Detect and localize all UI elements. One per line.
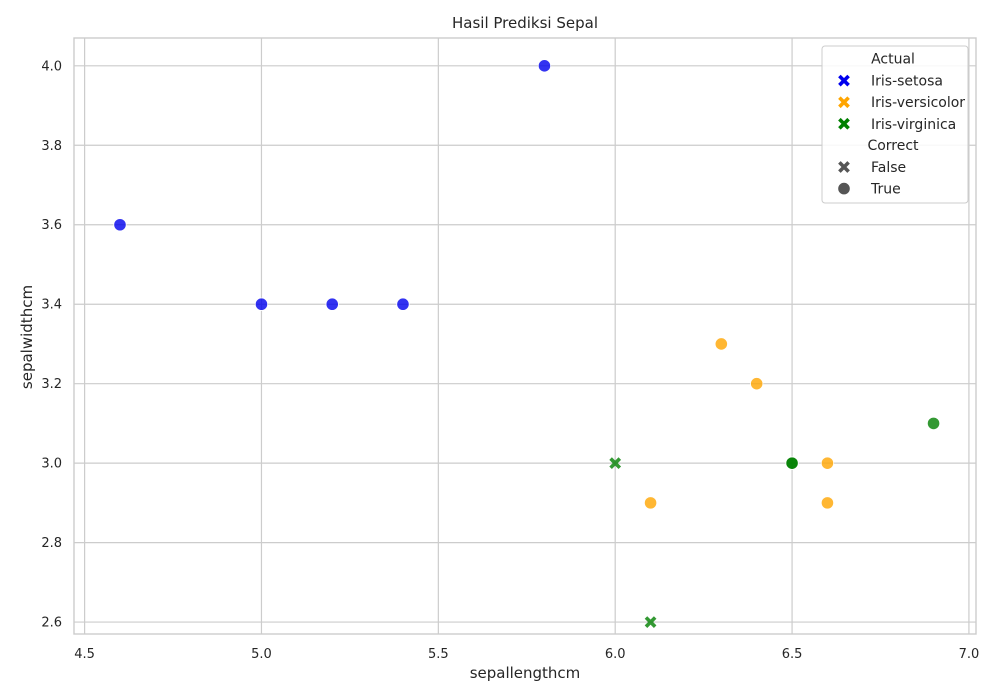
data-point (926, 416, 941, 431)
x-marker-stroke (838, 117, 850, 130)
legend-marker-x-icon (838, 117, 850, 130)
y-tick-label: 2.8 (41, 536, 62, 551)
x-tick-label: 4.5 (74, 647, 95, 662)
y-tick-label: 3.4 (41, 298, 62, 313)
data-point (643, 496, 658, 510)
data-point (396, 297, 410, 311)
x-marker-stroke (838, 161, 850, 173)
legend-label: False (871, 160, 906, 176)
legend: Actual Iris-setosa Iris-versicolor Iris-vir… (821, 45, 969, 204)
y-tick-label: 3.0 (41, 457, 62, 472)
data-point (644, 616, 657, 628)
legend-label: Iris-versicolor (871, 95, 965, 111)
legend-marker-x-icon (838, 96, 850, 109)
x-tick-label: 7.0 (959, 647, 980, 662)
legend-title-correct: Correct (867, 138, 919, 154)
x-axis-label: sepallengthcm (469, 664, 581, 682)
y-tick-label: 2.6 (41, 616, 62, 631)
data-point (325, 297, 339, 311)
y-tick-label: 3.8 (41, 139, 62, 154)
x-tick-label: 6.5 (782, 647, 803, 662)
plot-frame (73, 37, 977, 635)
data-point (537, 59, 552, 73)
x-tick-label: 6.0 (605, 647, 626, 662)
y-tick-label: 4.0 (41, 59, 62, 74)
data-point (113, 218, 127, 232)
y-tick-label: 3.2 (41, 377, 62, 392)
legend-label: True (870, 182, 901, 198)
data-point (750, 377, 764, 391)
x-tick-label: 5.5 (428, 647, 449, 662)
y-axis-label: sepalwidthcm (18, 284, 36, 390)
data-point (714, 337, 728, 351)
legend-marker-circle-icon (837, 182, 851, 196)
x-marker-stroke (838, 74, 850, 87)
y-tick-label: 3.6 (41, 218, 62, 233)
legend-marker-x-icon (838, 74, 850, 87)
chart-title: Hasil Prediksi Sepal (452, 14, 598, 32)
data-point (785, 456, 799, 470)
legend-title-actual: Actual (871, 52, 915, 68)
data-point (609, 457, 622, 470)
x-marker-stroke (838, 96, 850, 109)
legend-marker-x-icon (838, 161, 850, 173)
x-tick-label: 5.0 (251, 647, 272, 662)
x-marker-stroke (609, 457, 622, 470)
data-point (820, 456, 835, 470)
legend-label: Iris-virginica (871, 117, 956, 133)
x-marker-stroke (644, 616, 657, 628)
data-point (820, 496, 835, 510)
data-point (254, 297, 269, 311)
legend-label: Iris-setosa (871, 74, 943, 90)
legend-box (821, 45, 969, 204)
